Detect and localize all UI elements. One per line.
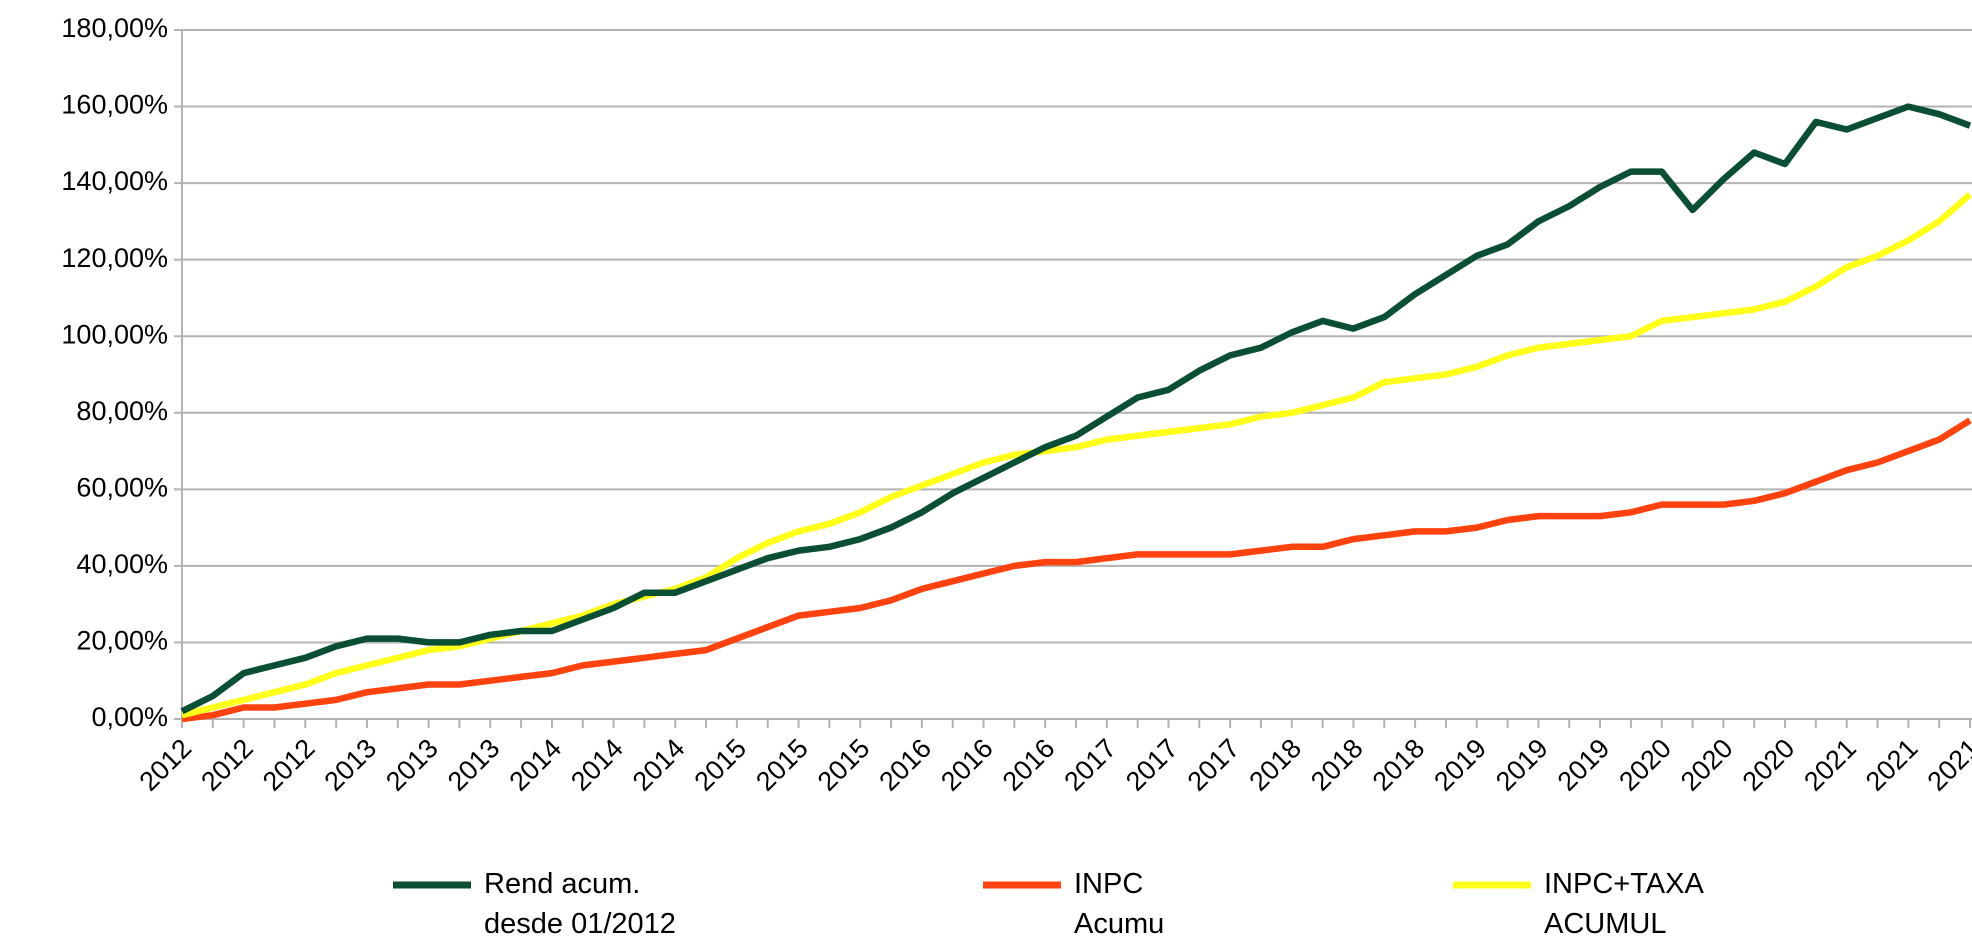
- x-tick-label: 2019: [1552, 733, 1616, 797]
- series-line: [180, 103, 1972, 715]
- x-tick-label: 2018: [1305, 733, 1369, 797]
- x-tick-label: 2016: [997, 733, 1061, 797]
- y-tick-label: 120,00%: [61, 243, 168, 273]
- x-tick-label: 2012: [257, 733, 321, 797]
- legend-label: INPC+TAXA ACUMUL: [1544, 868, 1704, 940]
- x-tick-label: 2021: [1860, 733, 1924, 797]
- x-tick-label: 2020: [1675, 733, 1739, 797]
- x-tick-label: 2015: [688, 733, 752, 797]
- y-tick-label: 100,00%: [61, 319, 168, 349]
- x-tick-label: 2016: [935, 733, 999, 797]
- x-tick-label: 2012: [195, 733, 259, 797]
- y-tick-label: 180,00%: [61, 13, 168, 43]
- y-tick-label: 160,00%: [61, 90, 168, 120]
- x-tick-label: 2021: [1798, 733, 1862, 797]
- x-tick-label: 2017: [1182, 733, 1246, 797]
- x-tick-label: 2015: [750, 733, 814, 797]
- x-tick-label: 2020: [1737, 733, 1801, 797]
- series-line: [181, 417, 1972, 723]
- x-tick-label: 2019: [1428, 733, 1492, 797]
- legend-label: Rend acum. desde 01/2012: [484, 868, 676, 940]
- legend-label: INPC Acumu: [1074, 868, 1164, 940]
- y-tick-label: 20,00%: [76, 626, 168, 656]
- y-tick-label: 0,00%: [91, 702, 168, 732]
- y-tick-label: 80,00%: [76, 396, 168, 426]
- y-tick-label: 40,00%: [76, 549, 168, 579]
- x-tick-label: 2014: [504, 733, 568, 797]
- x-tick-label: 2013: [380, 733, 444, 797]
- x-tick-label: 2018: [1243, 733, 1307, 797]
- x-tick-label: 2021: [1922, 733, 1972, 797]
- x-tick-label: 2013: [442, 733, 506, 797]
- x-tick-label: 2020: [1613, 733, 1677, 797]
- y-tick-label: 60,00%: [76, 472, 168, 502]
- x-tick-label: 2013: [319, 733, 383, 797]
- y-tick-label: 140,00%: [61, 166, 168, 196]
- x-tick-label: 2019: [1490, 733, 1554, 797]
- x-tick-label: 2015: [812, 733, 876, 797]
- x-tick-label: 2017: [1120, 733, 1184, 797]
- series-line: [181, 192, 1972, 719]
- x-tick-label: 2018: [1367, 733, 1431, 797]
- x-tick-label: 2016: [873, 733, 937, 797]
- x-tick-label: 2014: [565, 733, 629, 797]
- x-tick-label: 2012: [134, 733, 198, 797]
- x-tick-label: 2017: [1058, 733, 1122, 797]
- x-tick-label: 2014: [627, 733, 691, 797]
